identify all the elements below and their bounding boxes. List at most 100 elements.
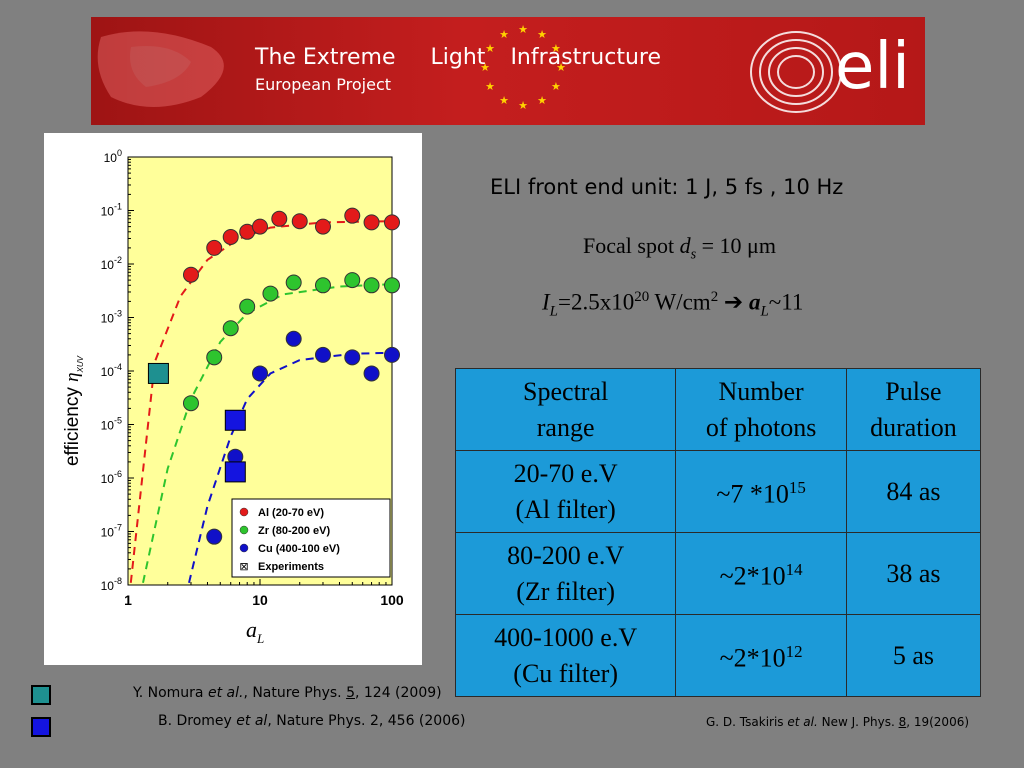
y-tick-label: 10-4	[101, 362, 122, 379]
intensity-line: IL=2.5x1020 W/cm2 ➔ aL~11	[542, 289, 804, 320]
cell-duration: 5 as	[845, 614, 982, 697]
data-point	[384, 277, 400, 294]
y-tick-label: 100	[104, 148, 122, 165]
y-tick-label: 10-7	[101, 523, 122, 540]
x-tick-label: 1	[124, 592, 132, 608]
data-point	[291, 213, 308, 230]
data-point	[206, 239, 223, 256]
legend-marker	[239, 543, 249, 553]
data-point	[239, 298, 256, 315]
data-point	[384, 346, 400, 363]
efficiency-chart-panel: 100 10-1 10-2 10-3 10-4 10-5 10-6 10-7 10-8 1 10 1…	[44, 133, 422, 665]
dromey-reference: B. Dromey et al, Nature Phys. 2, 456 (20…	[158, 713, 466, 729]
star-icon: ★	[499, 28, 509, 41]
star-icon: ★	[556, 61, 566, 74]
cell-photons: ~2*1014	[675, 532, 847, 615]
star-icon: ★	[537, 94, 547, 107]
star-icon: ★	[499, 94, 509, 107]
data-point	[314, 218, 331, 235]
focal-spot-line: Focal spot ds = 10 μm	[583, 233, 776, 263]
data-point	[252, 365, 268, 382]
star-icon: ★	[518, 99, 528, 112]
data-point	[314, 277, 331, 294]
cell-photons: ~7 *1015	[675, 450, 847, 533]
experiment-marker	[147, 362, 169, 384]
table-row: 80-200 e.V (Zr filter) ~2*1014 38 as	[454, 532, 982, 615]
banner-subtitle: European Project	[255, 75, 392, 94]
legend-marker	[239, 507, 249, 517]
data-point	[222, 320, 239, 337]
y-axis-label: efficiency ηXUV	[62, 355, 85, 466]
blue-reference-marker	[31, 717, 51, 737]
data-point	[314, 346, 331, 363]
data-point	[285, 330, 302, 347]
chart-legend	[231, 498, 391, 578]
map-silhouette-icon	[97, 31, 224, 107]
data-point	[271, 210, 288, 227]
data-point	[285, 274, 302, 291]
cell-duration: 84 as	[845, 450, 982, 533]
x-tick-label: 100	[380, 592, 404, 608]
header-spectral-range: Spectral range	[454, 368, 677, 451]
x-axis-label: aL	[246, 617, 264, 646]
nomura-reference: Y. Nomura et al., Nature Phys. 5, 124 (2…	[133, 685, 442, 701]
data-point	[363, 365, 380, 382]
data-point	[363, 277, 380, 294]
data-point	[384, 214, 400, 231]
cell-duration: 38 as	[845, 532, 982, 615]
legend-label: Zr (80-200 eV)	[258, 525, 330, 537]
eli-swirl-icon	[750, 31, 842, 113]
attosecond-pulse-table: Spectral range Number of photons Pulse dura…	[454, 368, 982, 697]
table-row: 400-1000 e.V (Cu filter) ~2*1012 5 as	[454, 614, 982, 697]
tsakiris-reference: G. D. Tsakiris et al. New J. Phys. 8, 19…	[706, 715, 970, 729]
data-point	[182, 266, 199, 283]
eli-logo: eli	[835, 30, 910, 104]
experiment-marker	[224, 461, 246, 483]
data-point	[344, 272, 361, 289]
y-tick-label: 10-8	[101, 576, 122, 593]
legend-marker: ⊠	[239, 560, 248, 573]
table-row: 20-70 e.V (Al filter) ~7 *1015 84 as	[454, 450, 982, 533]
efficiency-chart: 100 10-1 10-2 10-3 10-4 10-5 10-6 10-7 10-8 1 10 1…	[62, 148, 404, 646]
star-icon: ★	[480, 61, 490, 74]
teal-reference-marker	[31, 685, 51, 705]
y-tick-label: 10-6	[101, 469, 122, 486]
cell-range: 20-70 e.V (Al filter)	[454, 450, 677, 533]
data-point	[206, 528, 223, 545]
legend-marker	[239, 525, 249, 535]
legend-label: Al (20-70 eV)	[258, 507, 324, 519]
banner-title: The Extreme Light Infrastructure	[255, 45, 661, 70]
star-icon: ★	[485, 80, 495, 93]
data-point	[182, 395, 199, 412]
trend-curve	[129, 220, 393, 583]
banner-artwork: ★ ★ ★ ★ ★ ★ ★ ★ ★ ★ ★ ★	[97, 23, 842, 113]
experiment-marker	[224, 409, 246, 431]
star-icon: ★	[551, 80, 561, 93]
header-number-of-photons: Number of photons	[675, 368, 847, 451]
eu-stars-icon: ★ ★ ★ ★ ★ ★ ★ ★ ★ ★ ★ ★	[480, 23, 566, 112]
table-header-row: Spectral range Number of photons Pulse dura…	[454, 368, 982, 451]
cell-range: 400-1000 e.V (Cu filter)	[454, 614, 677, 697]
data-point	[222, 228, 239, 245]
eli-banner: ★ ★ ★ ★ ★ ★ ★ ★ ★ ★ ★ ★ The Extreme Light Infrastru…	[91, 17, 925, 125]
trend-curve	[188, 351, 393, 584]
star-icon: ★	[551, 42, 561, 55]
cell-range: 80-200 e.V (Zr filter)	[454, 532, 677, 615]
y-tick-label: 10-2	[101, 255, 122, 272]
legend-label: Cu (400-100 eV)	[258, 543, 340, 555]
data-point	[344, 349, 361, 366]
y-tick-label: 10-1	[101, 202, 122, 219]
y-tick-label: 10-5	[101, 416, 122, 433]
star-icon: ★	[485, 42, 495, 55]
data-point	[363, 214, 380, 231]
data-point	[206, 349, 223, 366]
front-end-unit-line: ELI front end unit: 1 J, 5 fs , 10 Hz	[490, 175, 844, 199]
x-tick-label: 10	[252, 592, 268, 608]
legend-label: Experiments	[258, 561, 324, 573]
data-point	[252, 218, 268, 235]
y-tick-label: 10-3	[101, 309, 122, 326]
data-point	[262, 285, 279, 302]
cell-photons: ~2*1012	[675, 614, 847, 697]
star-icon: ★	[537, 28, 547, 41]
header-pulse-duration: Pulse duration	[845, 368, 982, 451]
